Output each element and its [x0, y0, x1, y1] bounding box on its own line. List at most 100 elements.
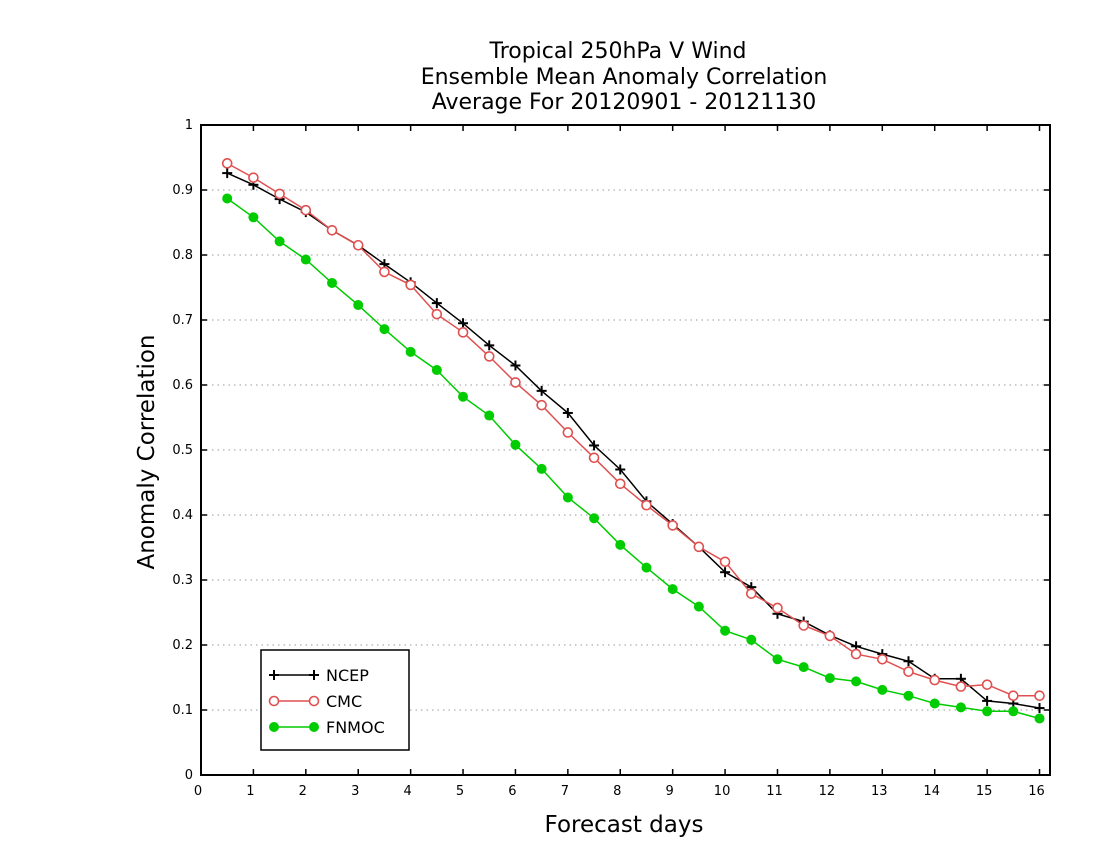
data-point [222, 193, 233, 204]
data-point [458, 391, 469, 402]
legend-marker [309, 670, 319, 680]
data-point [458, 318, 469, 329]
legend-marker [268, 695, 280, 707]
data-point [903, 690, 914, 701]
legend-label: FNMOC [326, 718, 385, 737]
data-point [510, 360, 521, 371]
data-point [588, 452, 600, 464]
data-point [746, 634, 757, 645]
x-tick-label: 4 [403, 784, 411, 799]
y-tick-label: 0.1 [172, 703, 193, 718]
data-point [772, 654, 783, 665]
x-axis-label: Forecast days [545, 812, 704, 838]
data-point [641, 499, 652, 511]
legend: NCEP CMC FNMOC [260, 649, 410, 751]
series-line [226, 197, 1040, 720]
data-point [1008, 690, 1019, 702]
data-point [274, 188, 285, 200]
data-point [798, 662, 809, 673]
data-point [667, 584, 678, 595]
y-tick-label: 0 [185, 768, 193, 783]
data-point [536, 399, 547, 411]
data-point [352, 239, 364, 251]
x-tick-label: 12 [819, 784, 836, 799]
data-point [353, 300, 364, 311]
legend-label: NCEP [326, 666, 369, 685]
data-point [248, 212, 259, 223]
x-tick-label: 9 [666, 784, 674, 799]
series-cmc [221, 158, 1045, 702]
series-ncep [222, 168, 1045, 714]
x-tick-label: 13 [871, 784, 888, 799]
data-point [589, 440, 600, 451]
data-point [483, 351, 495, 362]
data-point [981, 679, 993, 690]
x-tick-label: 3 [351, 784, 359, 799]
data-point [1008, 706, 1019, 717]
data-point [274, 236, 285, 247]
data-point [405, 279, 416, 291]
data-point [562, 407, 573, 418]
data-point [431, 365, 442, 376]
data-point [300, 254, 311, 265]
series-line [226, 172, 1040, 709]
title-line-1: Tropical 250hPa V Wind [488, 39, 746, 64]
data-point [615, 464, 626, 475]
legend-label: CMC [326, 692, 362, 711]
series-layer [221, 158, 1045, 724]
data-point [510, 377, 521, 388]
title-line-3: Average For 20120901 - 20121130 [432, 90, 817, 115]
x-tick-label: 15 [976, 784, 993, 799]
data-point [457, 327, 469, 338]
legend-marker [308, 695, 320, 707]
x-tick-label: 10 [714, 784, 731, 799]
legend-marker [269, 722, 279, 732]
data-point [327, 277, 338, 288]
series-fnmoc [222, 193, 1045, 724]
data-point [982, 706, 993, 717]
data-point [877, 684, 888, 695]
data-point [824, 673, 835, 684]
data-point [955, 681, 967, 692]
axis-ticks: 00.10.20.30.40.50.60.70.80.910 1 2 3 4 5 6 7 8 9 1… [172, 118, 1050, 799]
data-point [221, 158, 233, 169]
legend-box [260, 649, 410, 751]
data-point [720, 567, 731, 578]
data-point [614, 478, 626, 490]
x-tick-label: 1 [246, 784, 254, 799]
data-point [851, 676, 862, 687]
x-tick-label: 6 [508, 784, 516, 799]
data-point [693, 541, 705, 553]
y-tick-label: 0.4 [172, 508, 193, 523]
y-tick-label: 0.9 [172, 183, 193, 198]
data-point [1034, 703, 1045, 714]
y-axis-label: Anomaly Correlation [134, 334, 160, 569]
y-tick-label: 0.8 [172, 248, 193, 263]
data-point [929, 698, 940, 709]
data-point [798, 620, 809, 631]
x-tick-label: 5 [456, 784, 464, 799]
data-point [248, 172, 259, 183]
data-point [903, 656, 914, 667]
data-point [326, 225, 338, 236]
data-point [300, 204, 312, 216]
data-point [431, 308, 443, 320]
data-point [903, 666, 914, 677]
x-tick-label: 16 [1028, 784, 1045, 799]
data-point [719, 556, 731, 568]
x-tick-label: 8 [613, 784, 621, 799]
data-point [955, 702, 966, 713]
data-point [536, 385, 547, 396]
data-point [222, 168, 233, 179]
series-line [226, 162, 1040, 697]
x-tick-label: 14 [923, 784, 940, 799]
y-tick-label: 0.3 [172, 573, 193, 588]
data-point [720, 625, 731, 636]
x-tick-label: 11 [766, 784, 783, 799]
data-point [745, 588, 757, 599]
data-point [510, 439, 521, 450]
x-tick-label: 2 [299, 784, 307, 799]
legend-marker [309, 722, 319, 732]
y-tick-label: 0.5 [172, 443, 193, 458]
